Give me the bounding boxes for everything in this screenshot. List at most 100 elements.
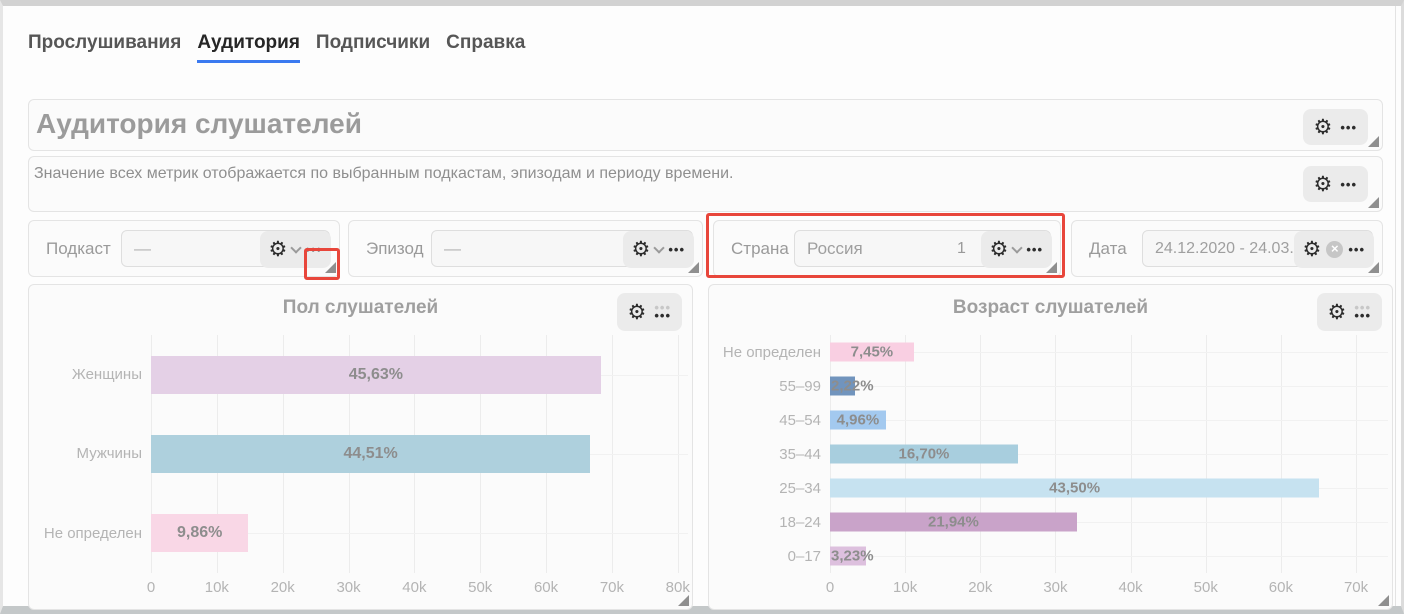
data-bar: 45,63% — [151, 355, 601, 394]
bar-track: 7,45% — [830, 335, 1388, 369]
country-filter-settings-button[interactable]: ⚙ ••• — [980, 231, 1052, 268]
bar-value-label: 4,96% — [836, 411, 880, 429]
bar-rows: Женщины 45,63% Мужчины 44,51% Не определен 9,… — [41, 335, 688, 573]
date-range-value: 24.12.2020 - 24.03.2021 — [1155, 239, 1330, 257]
gridline — [677, 335, 679, 573]
axis-tick-label: 10k — [204, 579, 229, 596]
top-tabs: Прослушивания Аудитория Подписчики Справ… — [28, 32, 525, 63]
category-label: Женщины — [71, 366, 142, 384]
resize-handle-icon[interactable] — [1368, 136, 1379, 147]
axis-tick-label: 20k — [270, 579, 295, 596]
resize-handle-icon[interactable] — [1046, 262, 1057, 273]
more-dots-icon: ••• — [1026, 242, 1043, 257]
chart-row: 35–44 16,70% — [721, 437, 1388, 471]
annotation-highlight-country — [706, 213, 1065, 278]
gear-icon: ⚙ — [989, 237, 1009, 261]
country-count-badge: 1 — [957, 239, 966, 257]
description-widget: Значение всех метрик отображается по выб… — [28, 156, 1383, 212]
episode-filter-label: Эпизод — [366, 238, 424, 258]
bar-track: 9,86% — [151, 494, 688, 573]
bar-track: 16,70% — [830, 437, 1388, 471]
clear-icon[interactable]: × — [1326, 241, 1344, 258]
drag-dots-icon: ••• ••• — [1354, 300, 1371, 323]
data-bar: 9,86% — [151, 514, 249, 553]
data-bar: 43,50% — [830, 478, 1320, 498]
chart-row: 45–54 4,96% — [721, 403, 1388, 437]
bar-value-label: 2,22% — [831, 377, 874, 395]
tab-podpischiki[interactable]: Подписчики — [315, 32, 431, 53]
more-dots-icon: ••• — [1340, 119, 1357, 135]
data-bar: 3,23% — [830, 546, 874, 566]
gender-chart-settings-button[interactable]: ⚙ ••• ••• — [616, 293, 682, 331]
bar-value-label: 44,51% — [343, 444, 398, 462]
chart-row: 25–34 43,50% — [721, 471, 1388, 505]
category-label: Не определен — [43, 524, 142, 542]
age-chart-settings-button[interactable]: ⚙ ••• ••• — [1316, 293, 1382, 331]
bar-value-label: 3,23% — [831, 547, 874, 565]
resize-handle-icon[interactable] — [678, 595, 689, 606]
title-settings-button[interactable]: ⚙ ••• — [1302, 109, 1368, 145]
resize-handle-icon[interactable] — [1368, 197, 1379, 208]
axis-tick-label: 0 — [825, 579, 835, 596]
tab-proslushivaniya[interactable]: Прослушивания — [28, 32, 182, 53]
axis-tick-label: 50k — [468, 579, 493, 596]
gear-icon: ⚙ — [631, 237, 651, 261]
page-title: Аудитория слушателей — [36, 108, 362, 139]
podcast-filter-box: Подкаст — ⚙ ••• — [28, 220, 340, 277]
category-label: 45–54 — [779, 411, 821, 429]
axis-tick-label: 30k — [336, 579, 361, 596]
date-filter-settings-button[interactable]: ⚙ × ••• — [1293, 231, 1374, 268]
episode-select-value: — — [444, 238, 461, 258]
data-bar: 16,70% — [830, 444, 1018, 464]
category-label: 25–34 — [779, 479, 821, 497]
chart-row: 18–24 21,94% — [721, 505, 1388, 539]
bar-value-label: 45,63% — [348, 365, 403, 383]
axis-tick-label: 60k — [1268, 579, 1293, 596]
axis-tick-label: 10k — [893, 579, 918, 596]
gridline — [611, 335, 613, 573]
description-text: Значение всех метрик отображается по выб… — [34, 165, 734, 182]
data-bar: 44,51% — [151, 434, 591, 473]
resize-handle-icon[interactable] — [688, 262, 699, 273]
chart-row: Не определен 7,45% — [721, 335, 1388, 369]
age-chart-title: Возраст слушателей — [952, 297, 1149, 318]
podcast-filter-resize-corner[interactable] — [325, 262, 336, 273]
chart-row: 55–99 2,22% — [721, 369, 1388, 403]
gear-icon: ⚙ — [1327, 299, 1347, 324]
gear-icon: ⚙ — [627, 299, 647, 324]
bar-track: 4,96% — [830, 403, 1388, 437]
description-settings-button[interactable]: ⚙ ••• — [1302, 166, 1368, 202]
data-bar: 2,22% — [830, 376, 874, 396]
resize-handle-icon[interactable] — [1378, 595, 1389, 606]
category-label: Мужчины — [76, 445, 142, 463]
axis-tick-label: 80k — [665, 579, 690, 596]
more-dots-icon: ••• — [1340, 176, 1357, 192]
tab-spravka[interactable]: Справка — [446, 32, 526, 53]
episode-filter-box: Эпизод — ⚙ ••• — [348, 220, 703, 277]
episode-filter-settings-button[interactable]: ⚙ ••• — [622, 231, 694, 268]
data-bar: 21,94% — [830, 512, 1077, 532]
drag-dots-icon: ••• ••• — [654, 300, 671, 323]
gear-icon: ⚙ — [1313, 171, 1333, 196]
bar-value-label: 9,86% — [177, 524, 223, 542]
bar-track: 2,22% — [830, 369, 1388, 403]
chevron-down-icon — [653, 241, 666, 254]
bar-value-label: 16,70% — [898, 445, 950, 463]
tab-auditoriya[interactable]: Аудитория — [197, 32, 300, 63]
category-label: 55–99 — [779, 377, 821, 395]
age-chart-widget: Возраст слушателей ⚙ ••• ••• Не определен… — [708, 284, 1393, 610]
category-label: 35–44 — [779, 445, 821, 463]
axis-tick-label: 30k — [1043, 579, 1068, 596]
category-label: Не определен — [722, 343, 821, 361]
bar-value-label: 43,50% — [1049, 479, 1101, 497]
chart-row: 0–17 3,23% — [721, 539, 1388, 573]
x-axis: 0 10k 20k 30k 40k 50k 60k 70k 80k — [147, 579, 690, 599]
axis-tick-label: 60k — [533, 579, 559, 596]
chevron-down-icon — [290, 241, 303, 254]
resize-handle-icon[interactable] — [1368, 262, 1379, 273]
axis-tick-label: 50k — [1193, 579, 1218, 596]
bar-value-label: 21,94% — [927, 513, 979, 531]
category-label: 0–17 — [787, 547, 821, 565]
more-dots-icon: ••• — [1348, 242, 1365, 257]
axis-tick-label: 40k — [1118, 579, 1143, 596]
